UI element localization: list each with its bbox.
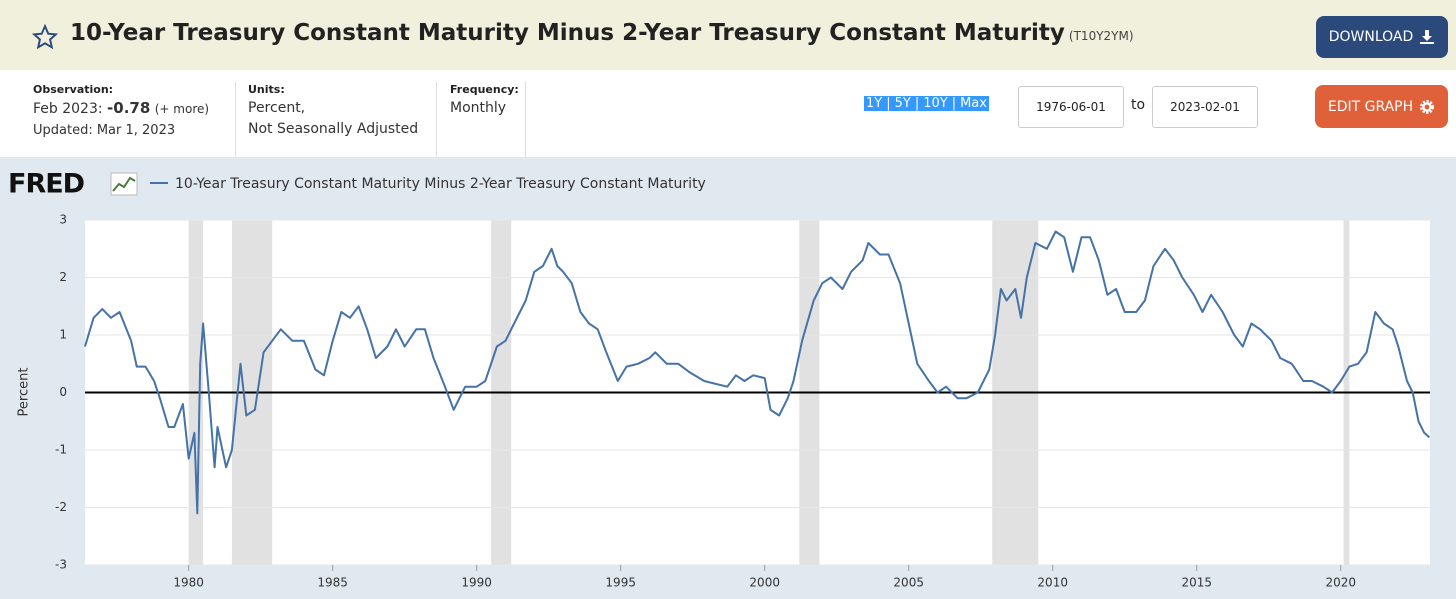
x-tick-label: 1990	[461, 576, 492, 590]
range-links: 1Y | 5Y | 10Y | Max	[864, 96, 989, 111]
y-tick-label: 1	[59, 328, 67, 342]
header-bar: 10-Year Treasury Constant Maturity Minus…	[0, 0, 1456, 70]
y-tick-label: -2	[55, 500, 67, 514]
x-tick-label: 1995	[605, 576, 636, 590]
frequency-value: Monthly	[450, 100, 507, 116]
label: Units:	[248, 83, 285, 96]
fred-logo: FRED	[8, 169, 84, 200]
more-link[interactable]: (+ more)	[154, 102, 210, 116]
divider	[436, 82, 437, 157]
y-tick-label: 2	[59, 270, 67, 284]
edit-label: EDIT GRAPH	[1327, 98, 1414, 115]
obs-date: Feb 2023:	[33, 101, 103, 117]
series-id: (T10Y2YM)	[1068, 29, 1134, 43]
end-date-input[interactable]: 2023-02-01	[1152, 86, 1258, 128]
units: Units: Percent, Not Seasonally Adjusted	[248, 82, 418, 140]
range-separator: |	[886, 96, 891, 111]
range-link[interactable]: 1Y	[866, 96, 883, 111]
units-value: Not Seasonally Adjusted	[248, 121, 419, 137]
divider	[235, 82, 236, 157]
y-tick-label: 3	[59, 213, 67, 227]
download-label: DOWNLOAD	[1328, 29, 1414, 45]
y-tick-label: -3	[55, 558, 67, 572]
start-date-input[interactable]: 1976-06-01	[1018, 86, 1124, 128]
units-value: Percent,	[248, 100, 306, 116]
to-label: to	[1131, 97, 1146, 113]
logo-icon-line	[112, 176, 136, 192]
x-tick-label: 2010	[1037, 576, 1068, 590]
x-tick-label: 1985	[317, 576, 348, 590]
data-line	[84, 230, 1431, 515]
x-tick-label: 1980	[173, 576, 204, 590]
range-separator: |	[914, 96, 920, 111]
y-axis-label: Percent	[17, 368, 32, 417]
x-tick-label: 2020	[1325, 576, 1356, 590]
obs-value: -0.78	[107, 99, 151, 117]
gear-icon	[1420, 99, 1435, 114]
range-link[interactable]: 5Y	[894, 96, 911, 111]
frequency: Frequency: Monthly	[450, 82, 519, 119]
label: Observation:	[33, 83, 114, 96]
x-tick-label: 2005	[893, 576, 924, 590]
label: Frequency:	[450, 83, 519, 96]
download-button[interactable]: DOWNLOAD	[1316, 16, 1448, 58]
range-link[interactable]: 10Y	[923, 96, 948, 111]
x-tick-label: 2000	[749, 576, 780, 590]
download-icon	[1420, 30, 1435, 44]
title: 10-Year Treasury Constant Maturity Minus…	[70, 20, 1134, 46]
updated: Updated: Mar 1, 2023	[33, 123, 176, 138]
divider	[525, 82, 526, 157]
x-tick-label: 2015	[1181, 576, 1212, 590]
legend-label: 10-Year Treasury Constant Maturity Minus…	[175, 176, 706, 192]
y-tick-label: -1	[55, 443, 67, 457]
chart: FRED 10-Year Treasury Constant Maturity …	[0, 157, 1456, 599]
range-separator: |	[951, 96, 957, 111]
y-tick-label: 0	[59, 385, 67, 399]
range-link[interactable]: Max	[960, 96, 987, 111]
edit-graph-button[interactable]: EDIT GRAPH	[1315, 85, 1448, 128]
logo-icon	[110, 172, 138, 196]
star-icon[interactable]	[32, 24, 58, 50]
observation: Observation: Feb 2023: -0.78 (+ more) Up…	[33, 82, 209, 141]
